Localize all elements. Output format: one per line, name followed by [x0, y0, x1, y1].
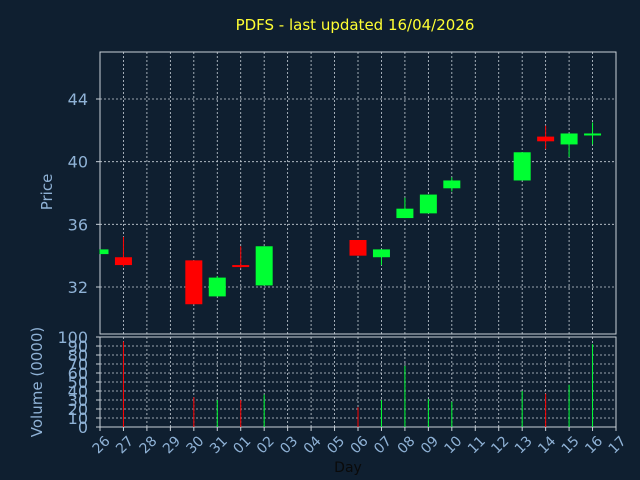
- x-tick-label-28: 28: [137, 433, 161, 457]
- candle-body-14: [537, 136, 555, 142]
- x-tick-label-07: 07: [371, 433, 395, 457]
- x-tick-label-04: 04: [301, 433, 325, 457]
- volume-tick-label-60: 60: [68, 364, 88, 383]
- volume-tick-label-0: 0: [78, 418, 88, 437]
- candle-body-06: [349, 240, 367, 256]
- x-tick-label-30: 30: [184, 433, 208, 457]
- candle-body-01: [232, 265, 250, 268]
- candle-body-10: [443, 180, 461, 189]
- x-tick-label-16: 16: [582, 433, 606, 457]
- x-tick-label-14: 14: [535, 433, 559, 457]
- volume-tick-label-90: 90: [68, 337, 88, 356]
- x-tick-label-17: 17: [606, 433, 630, 457]
- x-tick-label-06: 06: [348, 433, 372, 457]
- x-tick-label-09: 09: [418, 433, 442, 457]
- candle-body-30: [185, 260, 203, 305]
- price-tick-label-44: 44: [68, 90, 88, 109]
- price-frame: [99, 51, 617, 335]
- price-tick-label-40: 40: [68, 153, 88, 172]
- candle-body-16: [584, 133, 602, 136]
- x-axis-label: Day: [334, 460, 362, 476]
- candle-body-15: [560, 133, 578, 145]
- x-tick-label-15: 15: [559, 433, 583, 457]
- volume-tick-label-100: 100: [57, 328, 88, 347]
- price-axis-label: Price: [38, 174, 56, 211]
- volume-tick-label-40: 40: [68, 382, 88, 401]
- candle-body-31: [208, 277, 226, 297]
- chart-title: PDFS - last updated 16/04/2026: [236, 16, 475, 34]
- volume-tick-label-80: 80: [68, 346, 88, 365]
- volume-axis-label: Volume (0000): [28, 327, 46, 437]
- price-tick-label-32: 32: [68, 278, 88, 297]
- x-tick-label-12: 12: [488, 433, 512, 457]
- candle-body-27: [114, 257, 132, 266]
- x-tick-label-26: 26: [90, 433, 114, 457]
- x-tick-label-27: 27: [113, 433, 137, 457]
- volume-tick-label-10: 10: [68, 409, 88, 428]
- x-tick-label-11: 11: [465, 433, 489, 457]
- candle-body-07: [372, 249, 390, 258]
- x-tick-label-31: 31: [207, 433, 231, 457]
- volume-tick-label-20: 20: [68, 400, 88, 419]
- volume-tick-label-70: 70: [68, 355, 88, 374]
- x-tick-label-05: 05: [324, 433, 348, 457]
- candle-body-08: [396, 208, 414, 219]
- volume-tick-label-30: 30: [68, 391, 88, 410]
- x-tick-label-13: 13: [512, 433, 536, 457]
- x-tick-label-01: 01: [230, 433, 254, 457]
- candle-body-02: [255, 246, 273, 286]
- x-tick-label-08: 08: [395, 433, 419, 457]
- volume-tick-label-50: 50: [68, 373, 88, 392]
- x-axis: 26 27 28 29 30 31 01 02 03 04 05 06 07 08 09 10 11 12 13 14…: [90, 427, 630, 457]
- candle-body-13: [513, 152, 531, 181]
- candle-body-26: [100, 249, 109, 255]
- price-tick-label-36: 36: [68, 215, 88, 234]
- x-tick-label-02: 02: [254, 433, 278, 457]
- x-tick-label-10: 10: [442, 433, 466, 457]
- price-panel: 32 36 40 44: [68, 51, 617, 335]
- x-tick-label-29: 29: [160, 433, 184, 457]
- candle-body-09: [419, 194, 437, 214]
- x-tick-label-03: 03: [277, 433, 301, 457]
